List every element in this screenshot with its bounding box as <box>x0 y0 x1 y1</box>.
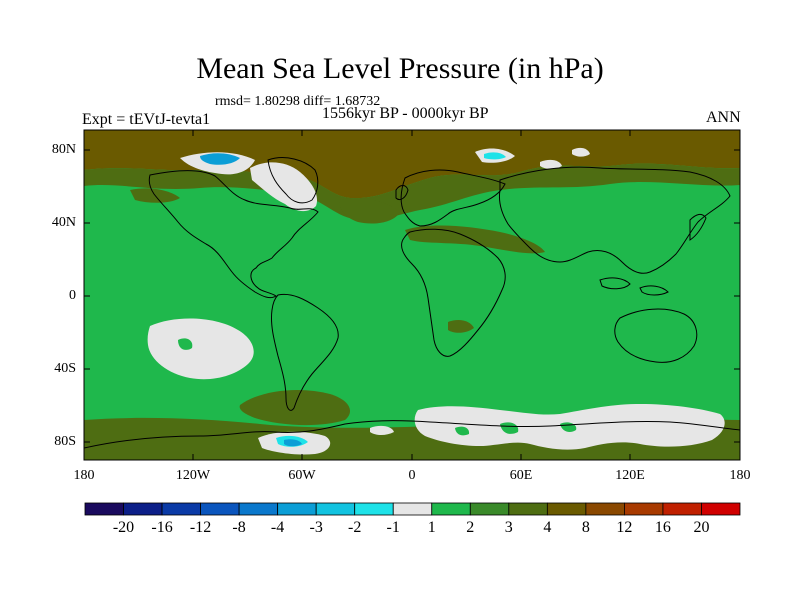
colorbar-label: -20 <box>112 519 135 536</box>
colorbar-label: 1 <box>427 519 436 536</box>
indonesia-coast <box>599 277 669 296</box>
season-label: ANN <box>706 109 741 126</box>
colorbar-swatch <box>431 502 471 516</box>
antarctic-green-hole <box>500 422 519 434</box>
australia-coast <box>614 308 698 363</box>
siberia-grey-patch-2 <box>572 147 590 157</box>
colorbar-swatch <box>624 502 664 516</box>
colorbar-swatch <box>238 502 279 516</box>
lat-label-80s: 80S <box>54 434 76 449</box>
weddell-grey-patch <box>370 425 394 435</box>
colorbar-label: 8 <box>581 519 590 536</box>
map-title: Mean Sea Level Pressure (in hPa) <box>196 52 604 85</box>
lon-label-60e: 60E <box>509 468 533 483</box>
canada-blue-patch <box>200 153 240 165</box>
colorbar-label: 16 <box>654 519 671 536</box>
lat-label-80n: 80N <box>51 142 76 157</box>
lon-label-180w: 180 <box>73 468 95 483</box>
coastlines <box>84 157 740 449</box>
pressure-anomaly-field <box>84 130 740 460</box>
colorbar-label: -4 <box>270 519 285 536</box>
colorbar-swatch <box>546 502 587 516</box>
colorbar-label: -8 <box>232 519 246 536</box>
lon-label-60w: 60W <box>288 468 316 483</box>
rmsd-diff-stats: rmsd= 1.80298 diff= 1.68732 <box>215 94 381 109</box>
south-pacific-grey-blob <box>147 318 254 380</box>
colorbar-swatch <box>277 502 317 516</box>
colorbar-swatch <box>662 502 702 516</box>
colorbar-label: -2 <box>348 519 362 536</box>
lon-label-120w: 120W <box>175 468 211 483</box>
colorbar-label: -12 <box>189 519 212 536</box>
atlantic-olive-patch <box>339 198 400 224</box>
japan-coast <box>689 213 707 241</box>
colorbar-swatch <box>200 502 240 516</box>
colorbar-label: -1 <box>386 519 400 536</box>
asia-coast <box>499 166 731 274</box>
siberia-grey-patch <box>540 159 562 169</box>
colorbar-label: -16 <box>151 519 173 536</box>
colorbar-swatch <box>469 502 510 516</box>
south-america-coast <box>271 293 339 411</box>
uk-coast <box>395 185 409 201</box>
axis-ticks <box>83 130 741 460</box>
lon-label-180e: 180 <box>729 468 751 483</box>
period-label: 1556kyr BP - 0000kyr BP <box>322 105 489 122</box>
colorbar-swatch <box>123 502 163 516</box>
colorbar-label: 3 <box>504 519 513 536</box>
colorbar-swatch <box>508 502 548 516</box>
greenland-coast <box>267 157 319 204</box>
lat-label-40n: 40N <box>51 215 76 230</box>
colorbar-swatch <box>701 502 741 516</box>
colorbar-swatch <box>585 502 625 516</box>
north-america-coast <box>148 170 319 299</box>
lat-label-0: 0 <box>69 288 76 303</box>
colorbar-swatch <box>161 502 201 516</box>
mediterranean-olive-patch <box>405 225 545 254</box>
antarctica-coast <box>84 420 740 449</box>
northern-olive-band <box>84 163 740 221</box>
colorbar-swatch <box>354 502 394 516</box>
arctic-anomaly-band <box>84 130 740 199</box>
colorbar-swatch <box>84 502 124 516</box>
ross-sea-blue-patch <box>284 439 302 447</box>
africa-olive-patch <box>448 320 474 333</box>
colorbar-swatch <box>392 502 433 516</box>
experiment-label: Expt = tEVtJ-tevta1 <box>82 111 211 128</box>
lon-label-120e: 120E <box>615 468 645 483</box>
europe-africa-coast <box>400 169 506 357</box>
greenland-grey-patch <box>250 162 318 212</box>
colorbar <box>84 502 741 516</box>
colorbar-label: 20 <box>693 519 710 536</box>
south-pacific-green-notch <box>178 338 193 350</box>
colorbar-swatch <box>315 502 356 516</box>
scandinavia-cyan-patch <box>484 152 506 160</box>
lat-label-40s: 40S <box>54 361 76 376</box>
colorbar-label: 12 <box>616 519 633 536</box>
antarctic-green-hole-2 <box>455 426 470 436</box>
colorbar-label: -3 <box>309 519 323 536</box>
colorbar-label: 2 <box>466 519 475 536</box>
southern-olive-band <box>239 389 350 426</box>
colorbar-label: 4 <box>543 519 552 536</box>
lon-label-0: 0 <box>408 468 416 483</box>
